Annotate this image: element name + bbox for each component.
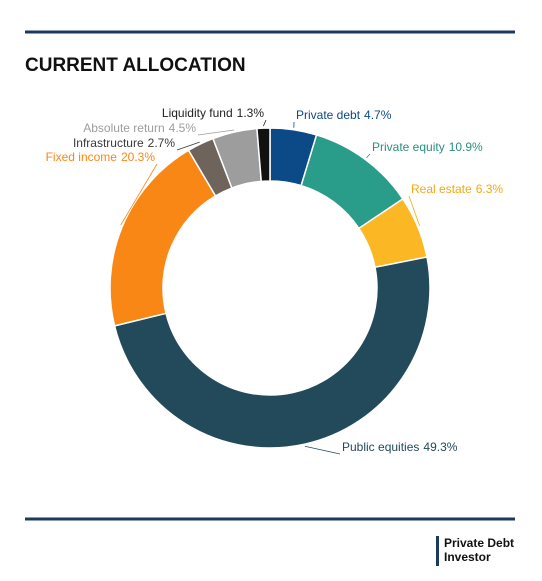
category-name: Liquidity fund	[162, 106, 233, 120]
slice-label: Private equity 10.9%	[372, 140, 483, 154]
slice-label: Public equities 49.3%	[342, 440, 458, 454]
slice-label: Liquidity fund 1.3%	[162, 106, 264, 120]
value-label: 20.3%	[121, 150, 155, 164]
chart-title: CURRENT ALLOCATION	[25, 55, 246, 76]
donut-slice	[113, 256, 431, 449]
category-name: Infrastructure	[73, 136, 144, 150]
category-name: Absolute return	[83, 121, 164, 135]
value-label: 4.5%	[169, 121, 197, 135]
slice-label: Absolute return 4.5%	[83, 121, 196, 135]
donut-slice	[256, 127, 271, 183]
slice-label: Infrastructure 2.7%	[73, 136, 175, 150]
logo-text: Investor	[444, 550, 491, 564]
category-name: Private debt	[296, 108, 361, 122]
logo-bar	[436, 536, 439, 566]
leader-line	[120, 163, 158, 226]
leader-line	[197, 129, 235, 136]
leader-line	[366, 153, 371, 159]
leader-line	[176, 141, 200, 151]
value-label: 4.7%	[364, 108, 392, 122]
leader-line	[304, 445, 341, 455]
category-name: Real estate	[411, 182, 472, 196]
category-name: Private equity	[372, 140, 445, 154]
value-label: 49.3%	[423, 440, 457, 454]
leader-line	[408, 195, 421, 227]
value-label: 10.9%	[449, 140, 483, 154]
category-name: Public equities	[342, 440, 419, 454]
leader-line	[263, 119, 267, 127]
slice-label: Fixed income 20.3%	[46, 150, 156, 164]
slice-label: Real estate 6.3%	[411, 182, 503, 196]
value-label: 1.3%	[237, 106, 265, 120]
category-name: Fixed income	[46, 150, 118, 164]
logo-text: Private Debt	[444, 536, 514, 550]
value-label: 6.3%	[476, 182, 504, 196]
value-label: 2.7%	[148, 136, 176, 150]
slice-label: Private debt 4.7%	[296, 108, 392, 122]
